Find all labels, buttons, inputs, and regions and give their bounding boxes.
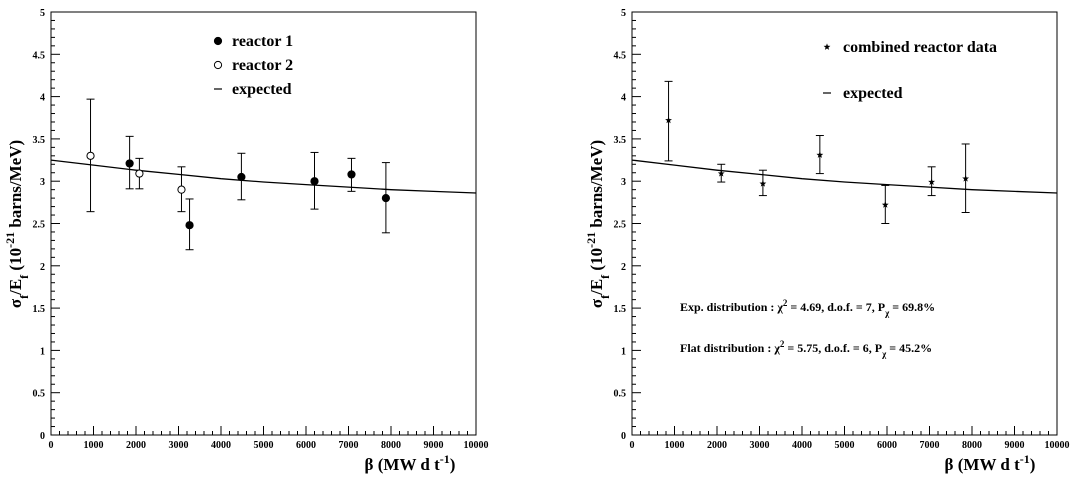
y-tick-label: 4.5 xyxy=(33,50,46,61)
y-tick-label: 3 xyxy=(40,177,45,188)
y-tick-label: 2 xyxy=(40,262,45,273)
data-point xyxy=(717,169,725,177)
y-axis-label: σf/Ef (10-21 barns/MeV) xyxy=(3,140,31,308)
y-tick-label: 1.5 xyxy=(33,304,46,315)
x-tick-label: 4000 xyxy=(792,440,812,451)
plot-frame xyxy=(631,11,1058,436)
x-tick-label: 4000 xyxy=(211,440,231,451)
fit-annotation: Exp. distribution : χ2 = 4.69, d.o.f. = … xyxy=(680,298,935,318)
y-tick-label: 2.5 xyxy=(33,220,46,231)
data-point xyxy=(928,178,936,185)
right-panel: 0 1000 2000 3000 4000 5000 6000 7000 8000 9000 100… xyxy=(584,8,1070,474)
y-tick-label: 3.5 xyxy=(33,135,46,146)
legend-marker xyxy=(823,43,831,50)
data-point xyxy=(86,151,95,160)
y-tick-label: 2.5 xyxy=(614,220,627,231)
y-tick-label: 0 xyxy=(621,431,626,442)
x-axis-label: β (MW d t-1) xyxy=(945,452,1036,474)
x-tick-label: 1000 xyxy=(665,440,685,451)
data-point xyxy=(347,170,356,179)
y-tick-label: 4 xyxy=(40,93,45,104)
plot-frame xyxy=(50,11,477,436)
y-axis-label: σf/Ef (10-21 barns/MeV) xyxy=(584,140,612,308)
data-point xyxy=(310,177,319,186)
legend-marker xyxy=(213,36,223,46)
left-panel: 0 1000 2000 3000 4000 5000 6000 7000 8000 9000 100… xyxy=(3,8,489,474)
fit-annotation: Flat distribution : χ2 = 5.75, d.o.f. = … xyxy=(680,339,932,359)
data-point xyxy=(881,201,889,208)
x-tick-label: 5000 xyxy=(254,440,274,451)
y-tick-label: 1 xyxy=(40,346,45,357)
y-tick-label: 2 xyxy=(621,262,626,273)
data-point xyxy=(237,172,246,182)
legend-label: reactor 2 xyxy=(232,57,293,74)
expected-curve xyxy=(50,159,477,194)
expected-curve xyxy=(631,159,1058,194)
legend-marker xyxy=(213,60,223,70)
data-point xyxy=(177,185,186,194)
x-tick-label: 3000 xyxy=(169,440,189,451)
data-point xyxy=(125,159,134,168)
y-tick-label: 1 xyxy=(621,346,626,357)
data-point xyxy=(665,116,672,124)
y-tick-label: 5 xyxy=(621,8,626,19)
y-tick-label: 4.5 xyxy=(614,50,627,61)
y-tick-label: 3.5 xyxy=(614,135,627,146)
x-tick-label: 5000 xyxy=(835,440,855,451)
data-point xyxy=(759,180,767,187)
y-tick-label: 0 xyxy=(40,431,45,442)
y-tick-label: 3 xyxy=(621,177,626,188)
data-point xyxy=(962,175,970,182)
legend-label: reactor 1 xyxy=(232,33,293,50)
x-tick-label: 9000 xyxy=(424,440,444,451)
legend-label: expected xyxy=(232,81,292,98)
x-tick-label: 2000 xyxy=(707,440,727,451)
x-axis-label: β (MW d t-1) xyxy=(365,452,456,474)
x-tick-label: 1000 xyxy=(84,440,104,451)
data-point xyxy=(816,151,824,158)
x-tick-label: 6000 xyxy=(296,440,316,451)
x-tick-label: 6000 xyxy=(877,440,897,451)
x-tick-label: 7000 xyxy=(920,440,940,451)
legend-label: combined reactor data xyxy=(843,39,997,56)
x-tick-label: 10000 xyxy=(464,440,489,451)
x-tick-label: 9000 xyxy=(1005,440,1025,451)
x-tick-label: 0 xyxy=(630,440,635,451)
y-tick-label: 5 xyxy=(40,8,45,19)
x-tick-label: 3000 xyxy=(750,440,770,451)
y-tick-label: 0.5 xyxy=(614,389,627,400)
x-tick-label: 2000 xyxy=(126,440,146,451)
legend-label: expected xyxy=(843,85,903,102)
x-tick-label: 8000 xyxy=(962,440,982,451)
y-tick-label: 4 xyxy=(621,93,626,104)
data-point xyxy=(135,169,144,178)
data-point xyxy=(381,194,390,203)
x-tick-label: 0 xyxy=(49,440,54,451)
y-tick-label: 0.5 xyxy=(33,389,46,400)
x-tick-label: 10000 xyxy=(1045,440,1070,451)
x-tick-label: 7000 xyxy=(339,440,359,451)
x-tick-label: 8000 xyxy=(381,440,401,451)
y-tick-label: 1.5 xyxy=(614,304,627,315)
data-point xyxy=(185,221,194,230)
